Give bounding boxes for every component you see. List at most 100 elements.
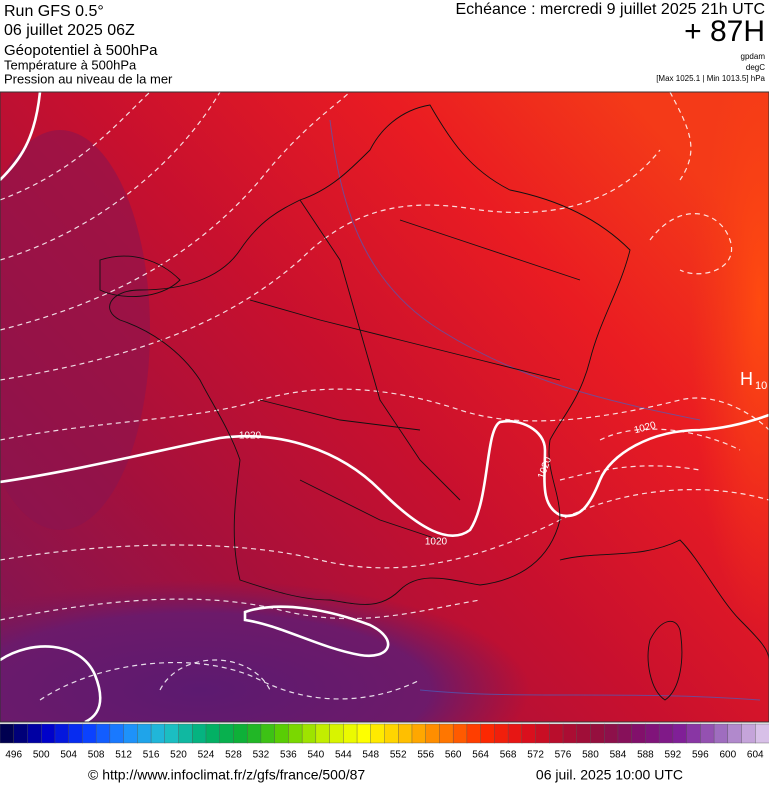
colorbar-swatch <box>384 723 399 744</box>
high-pressure-value: 10 <box>755 380 767 392</box>
colorbar-swatch <box>13 723 28 744</box>
map-frame <box>0 91 769 723</box>
cool-area <box>0 130 150 530</box>
colorbar-label: 556 <box>417 750 434 761</box>
field2-label: Température à 500hPa <box>4 57 137 72</box>
colorbar-swatch <box>562 723 578 744</box>
colorbar-swatch <box>54 723 70 744</box>
colorbar-swatch <box>219 723 234 744</box>
colorbar-swatch <box>466 723 482 744</box>
colorbar-label: 580 <box>582 750 599 761</box>
colorbar-label: 504 <box>60 750 77 761</box>
colorbar-label: 544 <box>335 750 352 761</box>
colorbar-swatch <box>95 723 111 744</box>
unit-degc: degC <box>746 63 765 72</box>
colorbar-swatch <box>150 723 166 744</box>
colorbar-label: 604 <box>747 750 764 761</box>
colorbar-label: 532 <box>253 750 270 761</box>
colorbar-swatch <box>672 723 688 744</box>
colorbar: 496 500 504 508 512 516 520 524 528 532 536 540 544 5… <box>0 723 769 761</box>
temperature-contours <box>0 92 769 701</box>
colorbar-label: 500 <box>33 750 50 761</box>
coastlines <box>99 104 769 701</box>
colorbar-label: 600 <box>719 750 736 761</box>
isobars <box>0 92 769 722</box>
colorbar-label: 588 <box>637 750 654 761</box>
colorbar-swatch <box>27 723 42 744</box>
colorbar-label: 548 <box>362 750 379 761</box>
colorbar-label: 536 <box>280 750 297 761</box>
colorbar-swatch <box>631 723 646 744</box>
colorbar-swatch <box>727 723 743 744</box>
colorbar-swatch <box>109 723 125 744</box>
warm-area <box>690 92 769 630</box>
colorbar-swatch <box>40 723 56 744</box>
field-label: Géopotentiel à 500hPa <box>4 42 158 59</box>
colorbar-label: 496 <box>5 750 22 761</box>
colorbar-swatch <box>274 723 289 744</box>
colorbar-swatch <box>301 723 317 744</box>
colorbar-swatch <box>439 723 454 744</box>
colorbar-swatch <box>411 723 427 744</box>
colorbar-label: 572 <box>527 750 544 761</box>
colorbar-swatch <box>398 723 413 744</box>
colorbar-swatch <box>658 723 674 744</box>
run-date: 06 juillet 2025 06Z <box>4 22 135 39</box>
colorbar-swatch <box>315 723 331 744</box>
colorbar-label: 568 <box>500 750 517 761</box>
colorbar-label: 596 <box>692 750 709 761</box>
colorbar-label: 512 <box>115 750 132 761</box>
high-pressure-label: H <box>740 369 753 389</box>
colorbar-swatch <box>246 723 262 744</box>
colorbar-swatch <box>68 723 83 744</box>
pressure-range: [Max 1025.1 | Min 1013.5] hPa <box>656 74 765 83</box>
colorbar-swatch <box>590 723 605 744</box>
colorbar-label: 528 <box>225 750 242 761</box>
colorbar-swatch <box>343 723 358 744</box>
run-label: Run GFS 0.5° <box>4 3 104 20</box>
valid-time: Echéance : mercredi 9 juillet 2025 21h U… <box>456 1 766 18</box>
colorbar-label: 584 <box>610 750 627 761</box>
colorbar-swatch <box>755 723 769 744</box>
colorbar-swatch <box>617 723 633 744</box>
colorbar-swatch <box>741 723 756 744</box>
unit-gpdam: gpdam <box>741 52 766 61</box>
colorbar-swatch <box>0 723 15 744</box>
colorbar-swatch <box>452 723 468 744</box>
colorbar-swatch <box>700 723 715 744</box>
colorbar-swatch <box>356 723 372 744</box>
colorbar-label: 552 <box>390 750 407 761</box>
colorbar-swatch <box>521 723 537 744</box>
colorbar-label: 576 <box>555 750 572 761</box>
colorbar-swatch <box>137 723 152 744</box>
colorbar-label: 524 <box>198 750 215 761</box>
colorbar-swatch <box>604 723 619 744</box>
colorbar-swatch <box>549 723 564 744</box>
source-url: © http://www.infoclimat.fr/z/gfs/france/… <box>88 767 365 783</box>
colorbar-label: 508 <box>88 750 105 761</box>
timestamp: 06 juil. 2025 10:00 UTC <box>536 767 683 783</box>
colorbar-swatch <box>123 723 138 744</box>
colorbar-label: 592 <box>665 750 682 761</box>
colorbar-swatch <box>233 723 248 744</box>
lead-time: + 87H <box>684 15 765 48</box>
colorbar-swatch <box>329 723 344 744</box>
colorbar-swatch <box>480 723 495 744</box>
colorbar-swatch <box>192 723 207 744</box>
isobar-label: 1020 <box>425 537 448 548</box>
colorbar-swatch <box>713 723 729 744</box>
colorbar-swatch <box>425 723 440 744</box>
colorbar-swatch <box>178 723 193 744</box>
colorbar-swatch <box>164 723 180 744</box>
isobar-label: 1020 <box>239 431 262 442</box>
colorbar-label: 540 <box>307 750 324 761</box>
colorbar-swatch <box>82 723 97 744</box>
colorbar-label: 560 <box>445 750 462 761</box>
colorbar-swatch <box>686 723 701 744</box>
colorbar-swatch <box>370 723 385 744</box>
colorbar-swatch <box>507 723 523 744</box>
field3-label: Pression au niveau de la mer <box>4 71 173 86</box>
